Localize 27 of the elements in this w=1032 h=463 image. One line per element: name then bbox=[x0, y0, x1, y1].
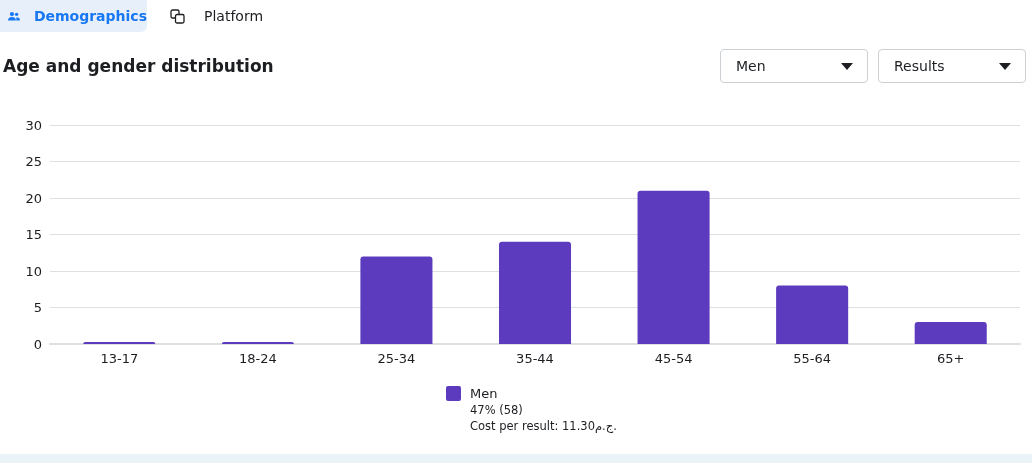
text: Cost per result: 11.30ج.م. bbox=[470, 419, 617, 433]
y-tick-label: 15 bbox=[25, 227, 42, 242]
y-tick-label: 0 bbox=[33, 336, 42, 352]
y-tick-label: 25 bbox=[25, 154, 42, 169]
bar bbox=[776, 285, 849, 344]
y-tick-label: 5 bbox=[33, 300, 42, 315]
text: Demographics bbox=[33, 8, 147, 24]
x-tick-label: 25-34 bbox=[377, 351, 416, 366]
text: Platform bbox=[204, 8, 264, 24]
bar bbox=[914, 322, 987, 344]
text: Men bbox=[736, 58, 766, 74]
y-tick-label: 20 bbox=[25, 190, 42, 206]
x-tick-label: 35-44 bbox=[516, 351, 554, 366]
legend-label: Men bbox=[470, 386, 498, 401]
y-tick-label: 30 bbox=[25, 117, 42, 133]
bar bbox=[498, 241, 572, 344]
bar bbox=[637, 190, 710, 344]
text: 47% (58) bbox=[470, 403, 524, 417]
x-tick-label: 65+ bbox=[937, 351, 965, 366]
chart-title: Age and gender distribution bbox=[3, 56, 274, 76]
x-tick-label: 13-17 bbox=[100, 351, 139, 366]
x-tick-label: 45-54 bbox=[654, 351, 693, 366]
x-tick-label: 18-24 bbox=[238, 351, 277, 366]
text: Results bbox=[894, 58, 945, 74]
x-tick-label: 55-64 bbox=[793, 351, 832, 366]
y-tick-label: 10 bbox=[25, 263, 42, 279]
bar bbox=[360, 256, 433, 344]
